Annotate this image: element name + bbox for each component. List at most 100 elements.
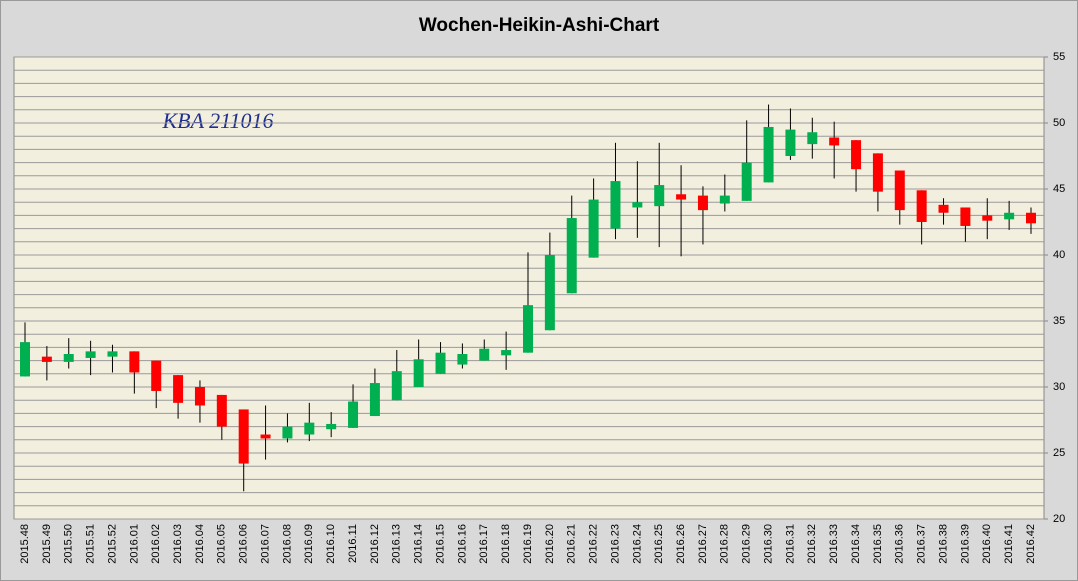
candle-body [916, 190, 927, 222]
candle-body [829, 137, 840, 146]
y-tick-label: 20 [1053, 513, 1065, 525]
x-tick-label: 2016.38 [937, 524, 949, 564]
candle-body [173, 375, 184, 403]
candle-body [63, 354, 74, 362]
x-tick-label: 2016.41 [1003, 524, 1015, 564]
x-tick-label: 2016.08 [281, 524, 293, 564]
x-tick-label: 2016.19 [522, 524, 534, 564]
candle-body [763, 126, 774, 183]
annotation: KBA 211016 [161, 108, 273, 133]
x-tick-label: 2016.32 [806, 524, 818, 564]
y-tick-label: 50 [1053, 117, 1065, 129]
candle-body [566, 218, 577, 294]
y-tick-label: 55 [1053, 51, 1065, 63]
x-tick-label: 2016.22 [588, 524, 600, 564]
x-tick-label: 2016.30 [762, 524, 774, 564]
candle-body [544, 255, 555, 331]
candle-body [304, 422, 315, 435]
candle-body [151, 360, 162, 391]
candle-body [894, 170, 905, 211]
candle-body [1004, 212, 1015, 220]
x-tick-label: 2016.05 [216, 524, 228, 564]
x-tick-label: 2016.26 [675, 524, 687, 564]
x-tick-label: 2016.01 [128, 524, 140, 564]
candle-body [326, 423, 337, 430]
x-tick-label: 2016.13 [391, 524, 403, 564]
x-tick-label: 2016.03 [172, 524, 184, 564]
candle-body [107, 351, 118, 357]
candle-body [435, 352, 446, 374]
x-tick-label: 2016.36 [894, 524, 906, 564]
candle-body [960, 207, 971, 226]
x-tick-label: 2016.40 [981, 524, 993, 564]
candle-body [982, 215, 993, 221]
x-tick-label: 2015.48 [19, 524, 31, 564]
candle-body [610, 181, 621, 229]
x-tick-label: 2016.16 [456, 524, 468, 564]
candle-body [741, 162, 752, 201]
candle-body [501, 350, 512, 356]
candle-body [851, 140, 862, 170]
x-tick-label: 2016.23 [609, 524, 621, 564]
x-tick-label: 2015.49 [41, 524, 53, 564]
candle-body [194, 387, 205, 406]
candle-body [260, 434, 271, 439]
x-tick-label: 2016.04 [194, 524, 206, 564]
x-tick-label: 2016.25 [653, 524, 665, 564]
x-tick-label: 2015.50 [63, 524, 75, 564]
x-tick-label: 2016.34 [850, 524, 862, 564]
candle-body [369, 383, 380, 417]
chart-title: Wochen-Heikin-Ashi-Chart [419, 15, 660, 36]
x-tick-label: 2015.52 [106, 524, 118, 564]
candle-body [238, 409, 249, 464]
candle-body [129, 351, 140, 373]
y-tick-label: 25 [1053, 447, 1065, 459]
plot-area [13, 56, 1045, 520]
candle-body [391, 371, 402, 401]
x-tick-label: 2016.06 [238, 524, 250, 564]
candle-body [872, 153, 883, 192]
x-tick-label: 2016.42 [1025, 524, 1037, 564]
candle-body [41, 356, 52, 362]
candle-body [85, 351, 96, 358]
x-tick-label: 2016.12 [369, 524, 381, 564]
candle-body [654, 185, 665, 207]
x-tick-label: 2016.31 [784, 524, 796, 564]
x-tick-label: 2016.28 [719, 524, 731, 564]
candle-body [282, 426, 293, 439]
candle-body [785, 129, 796, 156]
candle-body [1026, 212, 1036, 224]
candle-body [719, 195, 730, 204]
candle-body [457, 354, 468, 365]
x-tick-label: 2016.17 [478, 524, 490, 564]
x-tick-label: 2015.51 [85, 524, 97, 564]
x-tick-label: 2016.02 [150, 524, 162, 564]
x-tick-label: 2016.15 [434, 524, 446, 564]
x-tick-label: 2016.29 [741, 524, 753, 564]
candle-body [348, 401, 359, 428]
x-tick-label: 2016.10 [325, 524, 337, 564]
x-tick-label: 2016.21 [566, 524, 578, 564]
x-tick-label: 2016.09 [303, 524, 315, 564]
x-tick-label: 2016.18 [500, 524, 512, 564]
candle-body [938, 204, 949, 213]
x-tick-label: 2016.37 [916, 524, 928, 564]
candle-body [479, 348, 490, 361]
candle-body [523, 305, 533, 353]
x-tick-label: 2016.24 [631, 524, 643, 564]
candle-body [588, 199, 599, 258]
candle-body [676, 194, 687, 200]
x-tick-label: 2016.35 [872, 524, 884, 564]
x-tick-label: 2016.39 [959, 524, 971, 564]
x-tick-label: 2016.27 [697, 524, 709, 564]
x-tick-label: 2016.11 [347, 524, 359, 563]
y-tick-label: 45 [1053, 183, 1065, 195]
y-tick-label: 40 [1053, 249, 1065, 261]
candle-body [697, 195, 708, 211]
candle-body [807, 132, 818, 145]
x-tick-label: 2016.20 [544, 524, 556, 564]
candle-body [413, 359, 424, 387]
x-tick-label: 2016.33 [828, 524, 840, 564]
x-tick-label: 2016.14 [413, 524, 425, 564]
